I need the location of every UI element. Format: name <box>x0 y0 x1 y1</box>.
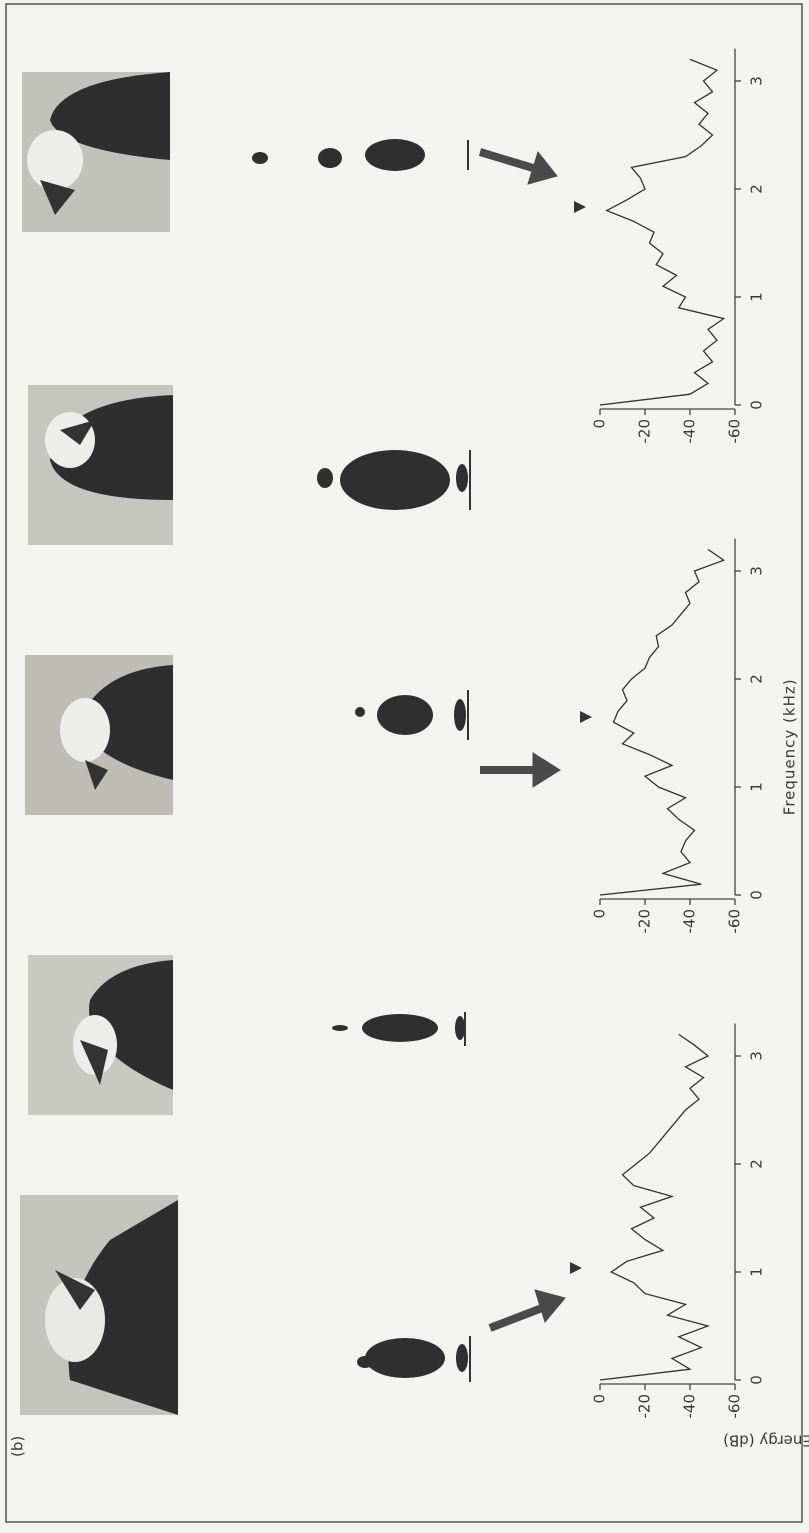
y-tick-label: 0 <box>591 419 609 429</box>
spectrogram <box>317 450 470 510</box>
x-tick-label: 2 <box>748 184 766 194</box>
x-tick-label: 2 <box>748 1159 766 1169</box>
arrow <box>480 753 560 787</box>
x-tick-label: 3 <box>748 566 766 576</box>
x-tick-label: 3 <box>748 76 766 86</box>
y-tick-label: 0 <box>591 909 609 919</box>
arrow <box>480 152 557 184</box>
spectrogram <box>357 1336 470 1382</box>
y-axis-label: Energy (dB) <box>723 1432 809 1450</box>
spectrogram <box>252 139 468 171</box>
x-tick-label: 1 <box>748 782 766 792</box>
y-tick-label: -20 <box>636 1394 654 1419</box>
x-tick-label: 0 <box>748 890 766 900</box>
y-tick-label: -40 <box>681 1394 699 1419</box>
photo <box>20 1195 178 1415</box>
y-tick-label: -20 <box>636 909 654 934</box>
x-tick-label: 3 <box>748 1051 766 1061</box>
x-tick-label: 1 <box>748 1267 766 1277</box>
peak-marker <box>574 201 586 213</box>
y-tick-label: -20 <box>636 419 654 444</box>
x-tick-label: 0 <box>748 1375 766 1385</box>
arrow <box>490 1290 565 1328</box>
photo <box>28 385 173 545</box>
x-tick-label: 2 <box>748 674 766 684</box>
spectrogram <box>355 690 468 740</box>
spectrum-line <box>600 1034 708 1380</box>
y-tick-label: -40 <box>681 419 699 444</box>
photo <box>22 72 170 232</box>
spectrum-line <box>600 549 724 895</box>
panel-label: (b) <box>9 1436 27 1457</box>
y-tick-label: -40 <box>681 909 699 934</box>
photo <box>28 955 173 1115</box>
y-tick-label: -60 <box>726 909 744 934</box>
spectrum-line <box>600 59 724 405</box>
x-tick-label: 1 <box>748 292 766 302</box>
spectrogram <box>332 1012 465 1046</box>
y-tick-label: -60 <box>726 1394 744 1419</box>
x-tick-label: 0 <box>748 400 766 410</box>
peak-marker <box>580 711 592 723</box>
photo <box>25 655 173 815</box>
y-tick-label: -60 <box>726 419 744 444</box>
peak-marker <box>570 1262 582 1274</box>
x-axis-label: Frequency (kHz) <box>781 678 799 815</box>
y-tick-label: 0 <box>591 1394 609 1404</box>
